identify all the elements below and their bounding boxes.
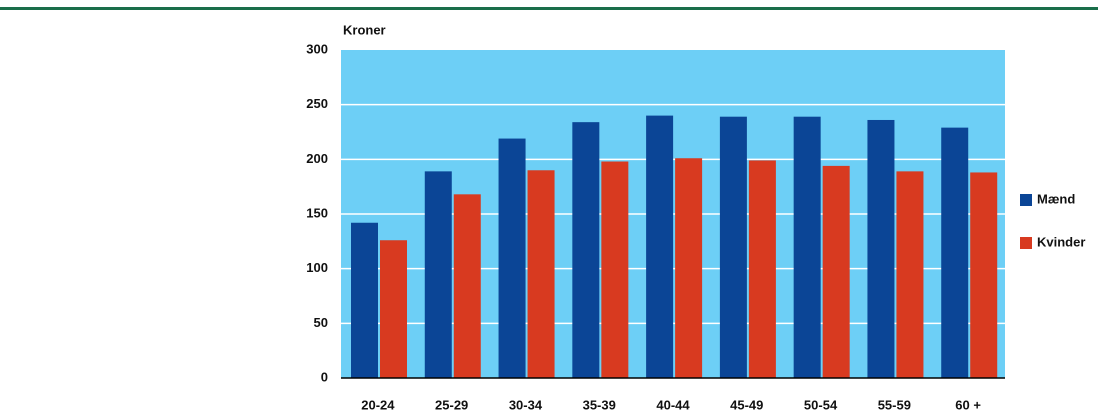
x-tick-label: 45-49 [730,397,763,412]
bar [453,194,481,378]
bar [793,116,821,379]
legend-label: Mænd [1037,191,1075,206]
y-axis-label: Kroner [343,22,386,37]
y-tick-label: 100 [306,260,328,275]
x-tick-label: 60 + [955,397,981,412]
y-tick-label: 200 [306,151,328,166]
bar [601,161,629,378]
bar [822,165,850,378]
bar [380,240,407,378]
bar [970,172,998,378]
bar [498,138,526,378]
x-tick-label: 35-39 [583,397,616,412]
bar [527,170,555,378]
legend-swatch [1020,194,1032,206]
x-tick-label: 30-34 [509,397,543,412]
x-tick-label: 25-29 [435,397,468,412]
bar [748,160,776,378]
bar [941,127,969,378]
x-tick-label: 50-54 [804,397,838,412]
bar [572,122,600,378]
y-tick-label: 300 [306,41,328,56]
x-tick-label: 40-44 [656,397,690,412]
bar [675,158,703,378]
bar [351,222,378,378]
bar [867,119,895,379]
y-tick-label: 0 [321,369,328,384]
top-rule [0,7,1098,10]
y-tick-label: 150 [306,205,328,220]
bar [424,171,452,378]
x-tick-label: 20-24 [361,397,395,412]
x-tick-label: 55-59 [878,397,911,412]
bar [896,171,924,378]
bar [719,116,747,379]
y-tick-label: 250 [306,96,328,111]
bar [646,115,674,378]
legend-label: Kvinder [1037,234,1085,249]
legend-swatch [1020,237,1032,249]
y-tick-label: 50 [314,315,328,330]
